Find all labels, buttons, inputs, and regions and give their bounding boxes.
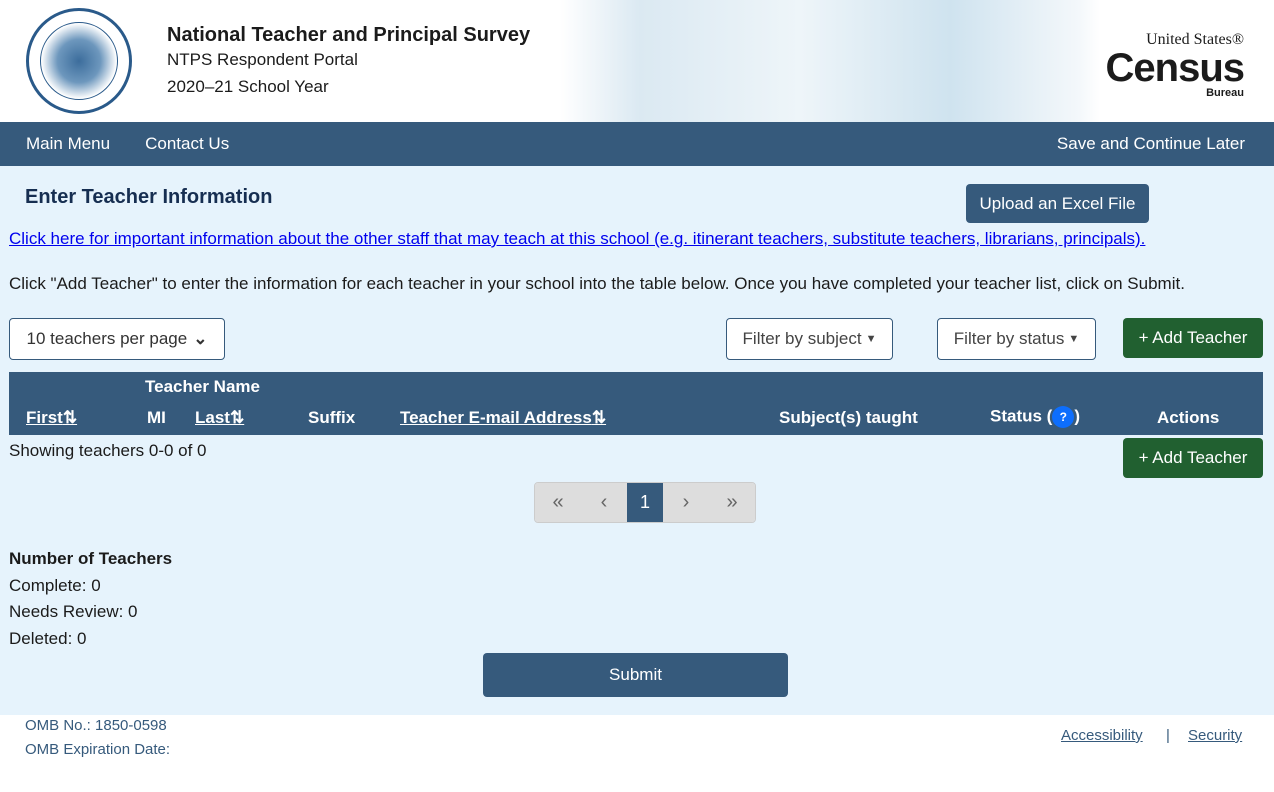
footer-separator: | [1166,727,1170,744]
per-page-select[interactable]: 10 teachers per page ⌄ [9,318,225,360]
suffix-header: Suffix [308,408,356,427]
stat-needs-review: Needs Review: 0 [9,602,138,621]
first-label: First [26,408,63,427]
status-header: Status (?) [990,406,1080,428]
last-page-button[interactable]: » [709,483,755,522]
instructions: Click "Add Teacher" to enter the informa… [9,274,1185,293]
sort-icon: ⇅ [591,408,607,427]
stat-complete: Complete: 0 [9,575,101,595]
chevron-down-icon: ⌄ [193,329,208,348]
sort-first-name[interactable]: First⇅ [26,408,77,428]
prev-page-button[interactable]: ‹ [581,483,627,522]
caret-down-icon: ▼ [1068,333,1080,345]
portal-name: NTPS Respondent Portal [167,50,358,69]
sort-icon: ⇅ [62,408,78,427]
security-link[interactable]: Security [1188,727,1243,744]
submit-button[interactable]: Submit [483,653,788,697]
teacher-name-group-header: Teacher Name [145,377,260,396]
per-page-label: 10 teachers per page [26,329,188,348]
stats-title: Number of Teachers [9,549,173,568]
subjects-header: Subject(s) taught [779,408,918,427]
survey-title: National Teacher and Principal Survey [167,24,531,46]
caret-down-icon: ▼ [865,333,877,345]
school-year: 2020–21 School Year [167,77,329,96]
filter-subject-label: Filter by subject [742,329,862,348]
status-paren: ) [1074,406,1081,426]
sort-email[interactable]: Teacher E-mail Address⇅ [400,408,606,428]
omb-expiration: OMB Expiration Date: [25,741,171,758]
first-page-button[interactable]: « [535,483,581,522]
census-bureau-logo: United States® Census Bureau [1105,31,1245,99]
upload-excel-button[interactable]: Upload an Excel File [966,184,1149,223]
next-page-button[interactable]: › [663,483,709,522]
nav-main-menu[interactable]: Main Menu [26,134,111,153]
other-staff-info-link[interactable]: Click here for important information abo… [9,229,1146,248]
sort-last-name[interactable]: Last⇅ [195,408,244,428]
teacher-table-header: Teacher Name First⇅ MI Last⇅ Suffix Teac… [9,372,1263,435]
email-label: Teacher E-mail Address [400,408,592,427]
nav-contact-us[interactable]: Contact Us [145,134,230,153]
stat-deleted: Deleted: 0 [9,628,87,648]
top-nav: Main Menu Contact Us Save and Continue L… [0,122,1274,166]
save-continue-later-link[interactable]: Save and Continue Later [1056,134,1245,153]
department-of-education-seal [26,8,132,114]
site-header: National Teacher and Principal Survey NT… [0,0,1274,122]
sort-icon: ⇅ [229,408,245,427]
filter-status-label: Filter by status [953,329,1065,348]
main-content: Enter Teacher Information Upload an Exce… [0,166,1274,715]
filter-subject-dropdown[interactable]: Filter by subject ▼ [726,318,893,360]
status-label: Status ( [990,406,1053,426]
add-teacher-button-bottom[interactable]: + Add Teacher [1123,438,1263,478]
omb-number: OMB No.: 1850-0598 [25,717,167,734]
teacher-stats: Number of Teachers Complete: 0 Needs Rev… [9,546,172,652]
page-title: Enter Teacher Information [25,186,273,208]
showing-count: Showing teachers 0-0 of 0 [9,441,207,460]
accessibility-link[interactable]: Accessibility [1061,727,1143,744]
help-icon[interactable]: ? [1052,406,1075,428]
last-label: Last [195,408,230,427]
actions-header: Actions [1157,408,1220,427]
page-1-button[interactable]: 1 [627,483,663,522]
pagination: « ‹ 1 › » [534,482,756,523]
filter-status-dropdown[interactable]: Filter by status ▼ [937,318,1096,360]
add-teacher-button-top[interactable]: + Add Teacher [1123,318,1263,358]
mi-header: MI [147,408,166,427]
